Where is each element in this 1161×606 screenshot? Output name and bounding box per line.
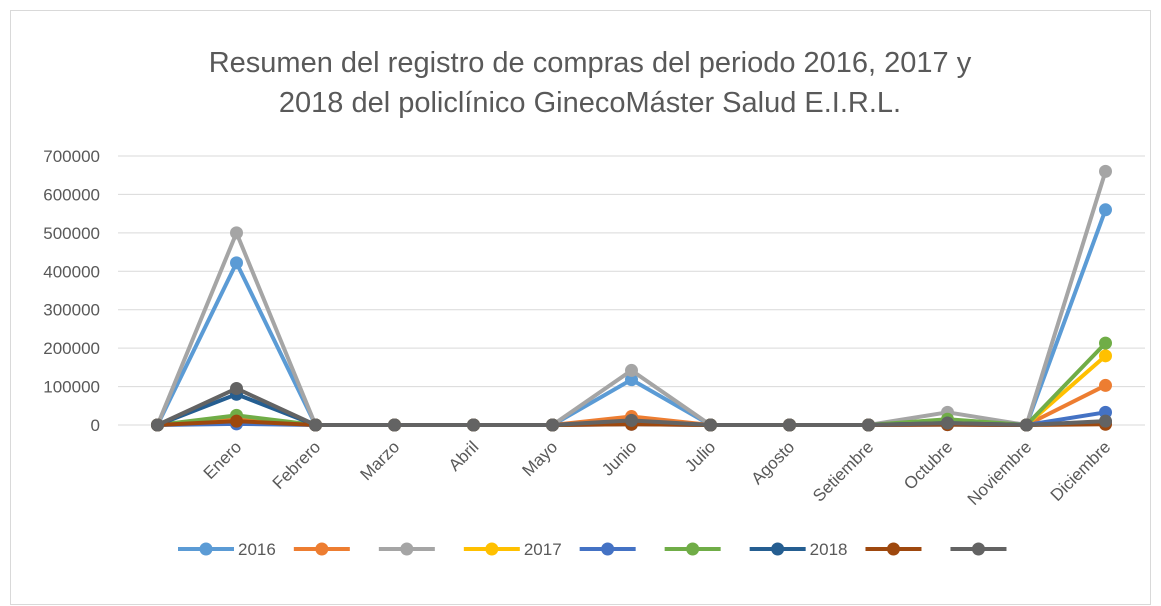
data-point: [1099, 164, 1112, 178]
data-point: [309, 418, 322, 432]
legend-item: 2017: [463, 540, 562, 559]
data-point: [1099, 414, 1112, 428]
data-point: [151, 418, 164, 432]
chart-title: Resumen del registro de compras del peri…: [209, 47, 972, 79]
legend-marker: [771, 542, 785, 556]
data-point: [1099, 378, 1112, 392]
legend-item: 2018: [749, 540, 848, 559]
data-point: [704, 418, 717, 432]
data-point: [862, 418, 875, 432]
data-point: [783, 418, 796, 432]
y-tick-label: 500000: [43, 224, 100, 243]
data-point: [546, 418, 559, 432]
data-point: [467, 418, 480, 432]
data-point: [625, 413, 638, 427]
legend-marker: [400, 542, 414, 556]
data-point: [1020, 418, 1033, 432]
data-point: [1099, 203, 1112, 217]
data-point: [941, 416, 954, 430]
y-tick-label: 300000: [43, 301, 100, 320]
legend-marker: [485, 542, 499, 556]
data-point: [1099, 336, 1112, 350]
legend-marker: [686, 542, 700, 556]
legend-item: [664, 542, 721, 556]
legend-label: 2018: [810, 540, 848, 559]
legend-item: [579, 542, 636, 556]
legend-marker: [315, 542, 329, 556]
legend-item: 2016: [178, 540, 276, 559]
data-point: [230, 226, 243, 240]
legend-label: 2016: [238, 540, 276, 559]
data-point: [625, 373, 638, 387]
legend-item: [293, 542, 350, 556]
y-tick-label: 200000: [43, 339, 100, 358]
y-tick-label: 100000: [43, 378, 100, 397]
y-tick-label: 600000: [43, 185, 100, 204]
legend-item: [950, 542, 1007, 556]
data-point: [625, 363, 638, 377]
chart-title: 2018 del policlínico GinecoMáster Salud …: [279, 87, 901, 119]
y-tick-label: 0: [91, 416, 100, 435]
legend-item: [378, 542, 435, 556]
data-point: [230, 414, 243, 428]
legend-item: [865, 542, 922, 556]
y-tick-label: 700000: [43, 147, 100, 166]
data-point: [388, 418, 401, 432]
legend-marker: [601, 542, 615, 556]
y-tick-label: 400000: [43, 262, 100, 281]
data-point: [230, 381, 243, 395]
data-point: [1099, 349, 1112, 363]
data-point: [230, 256, 243, 270]
legend-marker: [971, 542, 985, 556]
legend-label: 2017: [524, 540, 562, 559]
legend-marker: [199, 542, 213, 556]
legend-marker: [886, 542, 900, 556]
chart-frame: [10, 10, 1151, 605]
